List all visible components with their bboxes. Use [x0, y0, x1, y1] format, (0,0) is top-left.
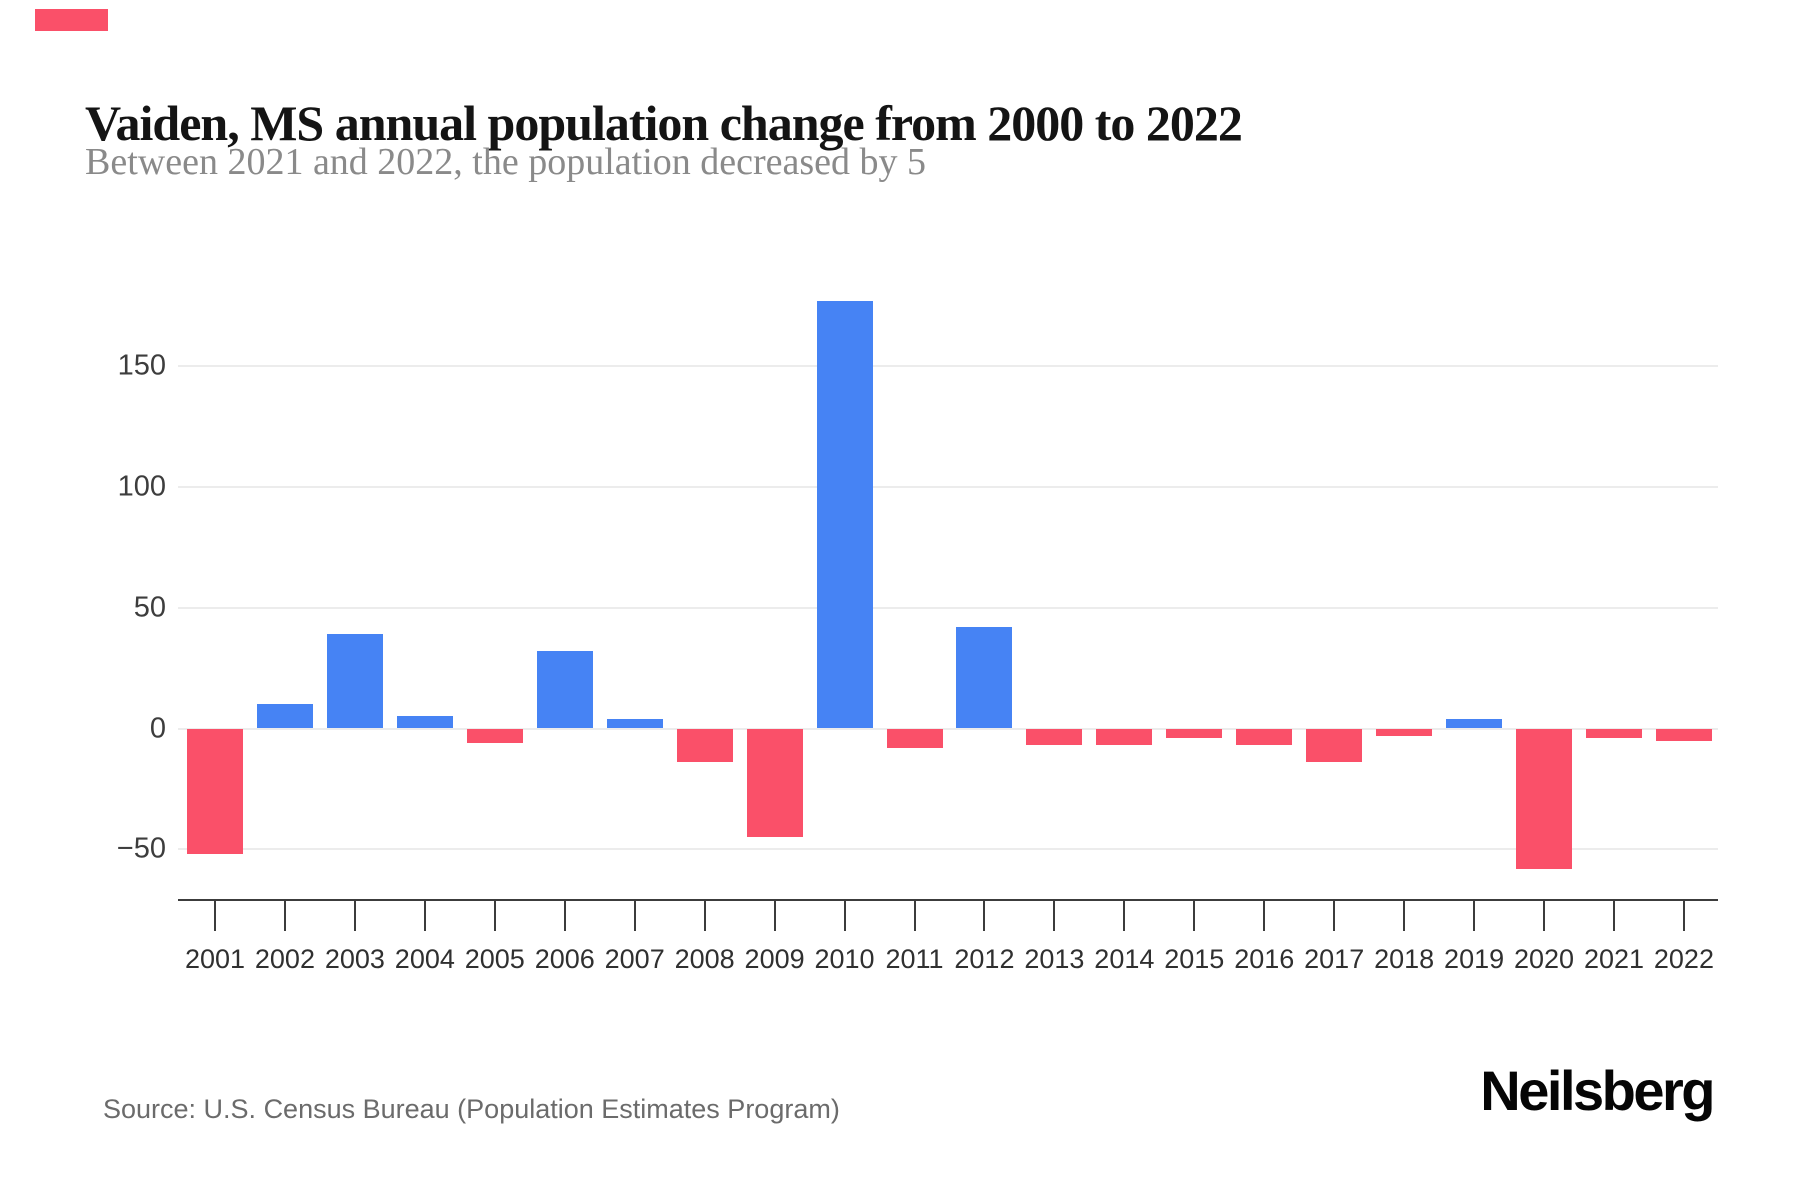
x-axis-tick-2020	[1543, 900, 1546, 931]
x-axis-tick-2013	[1053, 900, 1056, 931]
x-axis-label-2019: 2019	[1444, 944, 1505, 974]
x-axis-label-2021: 2021	[1583, 944, 1645, 974]
x-axis-tick-2016	[1263, 900, 1266, 931]
bar-2020[interactable]	[1516, 728, 1573, 869]
bar-2021[interactable]	[1586, 728, 1642, 739]
x-axis-tick-2017	[1333, 900, 1336, 931]
x-axis-tick-2008	[703, 900, 706, 931]
x-axis-tick-2018	[1403, 900, 1406, 931]
bar-2004[interactable]	[396, 716, 453, 729]
x-axis-label-2014: 2014	[1094, 944, 1155, 974]
x-axis-tick-2011	[913, 900, 916, 931]
x-axis-label-2010: 2010	[814, 944, 875, 974]
x-axis-label-2001: 2001	[184, 944, 246, 974]
x-axis-tick-2014	[1123, 900, 1126, 931]
bar-2005[interactable]	[466, 728, 523, 743]
brand-accent-rect	[35, 9, 108, 31]
bar-2018[interactable]	[1376, 728, 1433, 736]
chart-title: Vaiden, MS annual population change from…	[85, 94, 1243, 151]
x-axis-label-2003: 2003	[324, 944, 385, 974]
source-attribution: Source: U.S. Census Bureau (Population E…	[103, 1094, 840, 1124]
gridline-y--50	[178, 848, 1718, 851]
x-axis-label-2006: 2006	[534, 944, 595, 974]
x-axis-tick-2006	[563, 900, 566, 931]
x-axis-label-2017: 2017	[1304, 944, 1365, 974]
y-axis-label-150: 150	[117, 349, 166, 382]
x-axis-label-2009: 2009	[744, 944, 805, 974]
x-axis-label-2008: 2008	[674, 944, 735, 974]
x-axis-tick-2012	[983, 900, 986, 931]
gridline-y-0	[178, 727, 1718, 730]
bar-2007[interactable]	[606, 718, 663, 729]
x-axis-label-2020: 2020	[1514, 944, 1575, 974]
bar-2003[interactable]	[326, 634, 383, 729]
x-axis-tick-2022	[1682, 900, 1685, 931]
bar-2011[interactable]	[886, 728, 943, 748]
x-axis-tick-2003	[353, 900, 356, 931]
gridline-y-150	[178, 365, 1718, 368]
x-axis-tick-2015	[1193, 900, 1196, 931]
bar-2015[interactable]	[1166, 728, 1223, 739]
gridline-y-50	[178, 606, 1718, 609]
x-axis-label-2022: 2022	[1653, 944, 1714, 974]
bar-2022[interactable]	[1655, 728, 1712, 741]
bar-2019[interactable]	[1446, 718, 1503, 729]
x-axis-tick-2001	[214, 900, 216, 931]
x-axis-tick-2019	[1473, 900, 1476, 931]
neilsberg-logo: Neilsberg	[1480, 1059, 1715, 1122]
bar-2002[interactable]	[256, 704, 313, 729]
bar-2017[interactable]	[1306, 728, 1363, 763]
gridline-y-100	[178, 485, 1718, 488]
x-axis-tick-2010	[843, 900, 846, 931]
x-axis-label-2002: 2002	[254, 944, 315, 974]
bar-2001[interactable]	[187, 728, 243, 855]
x-axis-label-2018: 2018	[1374, 944, 1435, 974]
x-axis-tick-2005	[493, 900, 496, 931]
bar-2013[interactable]	[1026, 728, 1083, 746]
x-axis-tick-2007	[633, 900, 636, 931]
bar-2006[interactable]	[536, 651, 593, 729]
bar-2008[interactable]	[676, 728, 733, 763]
x-axis-tick-2002	[283, 900, 286, 931]
x-axis-label-2016: 2016	[1234, 944, 1295, 974]
y-axis-label-0: 0	[149, 712, 166, 744]
x-axis-label-2007: 2007	[604, 944, 665, 974]
x-axis-tick-2021	[1613, 900, 1615, 931]
y-axis-label-50: 50	[133, 591, 166, 624]
bar-2012[interactable]	[956, 627, 1013, 729]
y-axis-label-100: 100	[117, 470, 166, 503]
x-axis-label-2004: 2004	[394, 944, 455, 974]
bar-2010[interactable]	[816, 300, 873, 729]
bar-2009[interactable]	[746, 728, 803, 838]
x-axis-label-2011: 2011	[885, 944, 944, 974]
x-axis-label-2015: 2015	[1164, 944, 1225, 974]
x-axis-label-2005: 2005	[464, 944, 525, 974]
chart-subtitle: Between 2021 and 2022, the population de…	[85, 141, 927, 183]
x-axis-tick-2009	[773, 900, 776, 931]
bar-2014[interactable]	[1096, 728, 1153, 746]
y-axis-label--50: −50	[116, 832, 166, 865]
x-axis-label-2012: 2012	[954, 944, 1015, 974]
x-axis-tick-2004	[423, 900, 426, 931]
bar-2016[interactable]	[1236, 728, 1293, 746]
x-axis-label-2013: 2013	[1024, 944, 1085, 974]
x-axis-line	[178, 899, 1718, 901]
